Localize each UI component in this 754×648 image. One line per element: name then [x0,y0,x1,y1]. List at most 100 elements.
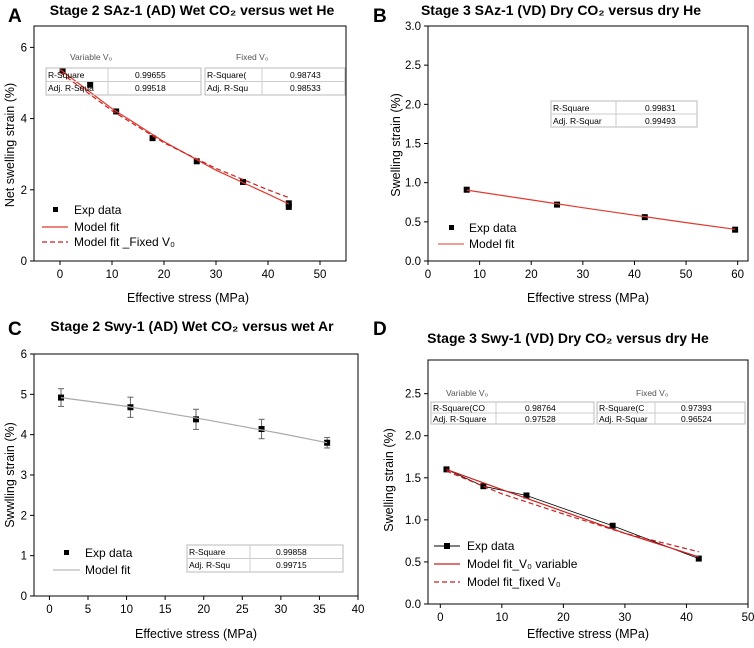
legend-marker-exp [53,207,58,212]
x-tick-label: 15 [159,604,172,616]
legend-label: Model fit [469,237,515,251]
x-tick-label: 30 [619,612,632,624]
data-point [285,203,292,210]
data-point [554,201,561,208]
x-tick-label: 60 [731,269,744,281]
legend-label: Model fit_fixed V₀ [467,575,561,589]
x-tick-label: 0 [57,269,63,281]
x-tick-label: 30 [274,604,287,616]
y-tick-label: 6 [21,42,27,54]
ticks-b: 0 10 20 30 40 50 60 0.0 0.5 1.0 1.5 2.0 2.5 3.0 [405,21,744,281]
legend-label: Model fit [74,220,120,234]
stat-value: 0.99715 [276,560,307,570]
x-tick-label: 0 [425,269,431,281]
y-tick-label: 2.5 [405,389,421,401]
stat-value: 0.99493 [645,116,676,126]
data-point [324,439,331,446]
legend-c: Exp data Model fit [53,546,133,577]
stat-table-c: R-Square 0.99858 Adj. R-Squ 0.99715 [186,544,344,573]
legend-marker-exp [64,550,69,555]
stat-table-a-fixed: Fixed V₀ R-Square( 0.98743 Adj. R-Squ 0.… [204,52,346,96]
stat-heading-d-fixed: Fixed V₀ [636,388,669,398]
y-tick-label: 2 [21,510,27,522]
stat-key: Adj. R-Squar [599,414,648,424]
ticks-c: 0 5 10 15 20 25 30 35 40 0 1 2 3 4 5 6 [21,349,365,616]
data-point [193,416,199,423]
x-tick-label: 40 [262,269,275,281]
data-point [443,466,450,473]
panel-label-b: B [373,6,387,27]
y-tick-label: 4 [21,114,28,126]
stat-heading-d-variable: Variable V₀ [446,388,489,398]
data-point [523,492,530,499]
y-tick-label: 5 [21,389,27,401]
x-axis-label-d: Effective stress (MPa) [527,627,649,641]
data-point [240,178,247,185]
stat-key: R-Square(CO [433,403,485,413]
y-tick-label: 0 [21,256,27,268]
x-tick-label: 50 [314,269,327,281]
y-tick-label: 0.0 [405,256,421,268]
x-tick-label: 35 [313,604,326,616]
chart-title-d: Stage 3 Swy-1 (VD) Dry CO₂ versus dry He [427,330,709,346]
stat-key: R-Square [553,103,590,113]
data-point [59,67,66,74]
panel-a: A Stage 2 SAz-1 (AD) Wet CO₂ versus wet … [3,2,347,305]
stat-value: 0.97393 [681,403,712,413]
x-tick-label: 20 [525,269,538,281]
y-axis-label-c: Swwlling strain (%) [3,422,17,528]
stat-value: 0.99518 [135,83,166,93]
stat-table-a-variable: Variable V₀ R-Square 0.99655 Adj. R-Squa… [45,52,202,96]
stat-key: R-Square [189,547,226,557]
stat-key: R-Square [48,70,85,80]
legend-b: Exp data Model fit [438,221,517,251]
data-point [193,158,200,165]
chart-title-a: Stage 2 SAz-1 (AD) Wet CO₂ versus wet He [50,2,335,18]
legend-label: Exp data [469,221,517,235]
plot-frame-a [33,25,347,262]
x-tick-label: 10 [106,269,119,281]
series-line [60,397,328,444]
x-tick-label: 0 [437,612,443,624]
stat-value: 0.96524 [681,414,712,424]
data-point [609,522,616,529]
series-line [446,470,699,553]
x-tick-label: 10 [495,612,508,624]
x-tick-label: 25 [236,604,249,616]
panel-b: B Stage 3 SAz-1 (VD) Dry CO₂ versus dry … [373,2,749,305]
x-tick-label: 50 [742,612,754,624]
x-tick-label: 40 [680,612,693,624]
chart-title-b: Stage 3 SAz-1 (VD) Dry CO₂ versus dry He [421,2,701,18]
data-point [480,483,487,490]
legend-marker-exp [444,543,450,549]
marks-c [58,388,331,449]
y-tick-label: 3.0 [405,21,421,33]
x-axis-label-c: Effective stress (MPa) [135,627,257,641]
series-line [446,468,699,558]
x-tick-label: 20 [557,612,570,624]
legend-a: Exp data Model fit Model fit _Fixed V₀ [42,203,175,249]
stat-table-d-variable: Variable V₀ R-Square(CO 0.98764 Adj. R-S… [430,388,595,425]
chart-title-c: Stage 2 Swy-1 (AD) Wet CO₂ versus wet Ar [50,318,334,334]
legend-label: Exp data [467,539,515,553]
legend-label: Exp data [74,203,122,217]
stat-value: 0.99858 [276,547,307,557]
y-axis-label-b: Swelling strain (%) [389,93,403,197]
x-axis-label-b: Effective stress (MPa) [527,291,649,305]
panel-label-a: A [8,6,22,27]
x-tick-label: 30 [210,269,223,281]
panel-c: C Stage 2 Swy-1 (AD) Wet CO₂ versus wet … [3,318,364,641]
x-tick-label: 40 [352,604,365,616]
y-tick-label: 0 [21,591,27,603]
stat-heading-a-variable: Variable V₀ [70,52,113,62]
stat-key: Adj. R-Squ [189,560,230,570]
stat-value: 0.98533 [290,83,321,93]
marks-b [463,186,739,233]
x-tick-label: 10 [473,269,486,281]
stat-key: Adj. R-Square [433,414,487,424]
panel-label-c: C [8,319,22,340]
series-line [466,189,736,230]
x-tick-label: 40 [628,269,641,281]
y-tick-label: 4 [21,430,28,442]
